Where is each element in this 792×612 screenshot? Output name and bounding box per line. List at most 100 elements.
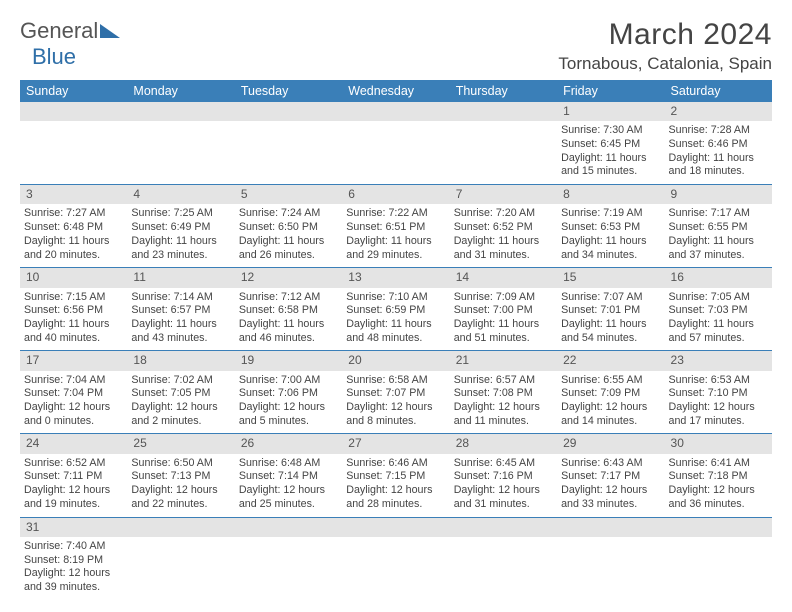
day-number-cell: 18 — [127, 351, 234, 371]
day2-text: and 5 minutes. — [239, 415, 338, 429]
day2-text: and 51 minutes. — [454, 332, 553, 346]
day-data-cell — [450, 121, 557, 184]
sunrise-text: Sunrise: 7:17 AM — [669, 207, 768, 221]
sunrise-text: Sunrise: 7:25 AM — [131, 207, 230, 221]
day-number-row: 17181920212223 — [20, 351, 772, 371]
day-number-row: 31 — [20, 517, 772, 537]
sunrise-text: Sunrise: 7:04 AM — [24, 374, 123, 388]
day2-text: and 2 minutes. — [131, 415, 230, 429]
day-data-cell: Sunrise: 6:55 AMSunset: 7:09 PMDaylight:… — [557, 371, 664, 434]
sunset-text: Sunset: 7:17 PM — [561, 470, 660, 484]
day-data-cell: Sunrise: 6:52 AMSunset: 7:11 PMDaylight:… — [20, 454, 127, 517]
sunset-text: Sunset: 7:08 PM — [454, 387, 553, 401]
calendar-table: Sunday Monday Tuesday Wednesday Thursday… — [20, 80, 772, 600]
day2-text: and 26 minutes. — [239, 249, 338, 263]
day-number-cell — [235, 517, 342, 537]
sunset-text: Sunset: 6:57 PM — [131, 304, 230, 318]
sunset-text: Sunset: 7:04 PM — [24, 387, 123, 401]
day-number-cell — [342, 102, 449, 121]
day-number-cell — [20, 102, 127, 121]
day-data-cell: Sunrise: 6:58 AMSunset: 7:07 PMDaylight:… — [342, 371, 449, 434]
sunset-text: Sunset: 7:07 PM — [346, 387, 445, 401]
sunrise-text: Sunrise: 7:02 AM — [131, 374, 230, 388]
day2-text: and 40 minutes. — [24, 332, 123, 346]
sunset-text: Sunset: 6:53 PM — [561, 221, 660, 235]
weekday-header: Monday — [127, 80, 234, 102]
day-data-cell: Sunrise: 6:53 AMSunset: 7:10 PMDaylight:… — [665, 371, 772, 434]
day2-text: and 0 minutes. — [24, 415, 123, 429]
day-data-cell: Sunrise: 7:40 AMSunset: 8:19 PMDaylight:… — [20, 537, 127, 600]
day1-text: Daylight: 11 hours — [454, 318, 553, 332]
day-number-cell: 10 — [20, 268, 127, 288]
sunrise-text: Sunrise: 7:30 AM — [561, 124, 660, 138]
day-number-cell — [127, 517, 234, 537]
day2-text: and 18 minutes. — [669, 165, 768, 179]
day-data-cell: Sunrise: 6:45 AMSunset: 7:16 PMDaylight:… — [450, 454, 557, 517]
day2-text: and 54 minutes. — [561, 332, 660, 346]
sunrise-text: Sunrise: 7:27 AM — [24, 207, 123, 221]
day2-text: and 17 minutes. — [669, 415, 768, 429]
location-subtitle: Tornabous, Catalonia, Spain — [558, 54, 772, 74]
day1-text: Daylight: 11 hours — [669, 152, 768, 166]
day-number-cell: 12 — [235, 268, 342, 288]
day-number-cell: 9 — [665, 185, 772, 205]
day1-text: Daylight: 11 hours — [561, 318, 660, 332]
day-data-cell — [342, 121, 449, 184]
sunrise-text: Sunrise: 7:07 AM — [561, 291, 660, 305]
sunrise-text: Sunrise: 7:10 AM — [346, 291, 445, 305]
day2-text: and 34 minutes. — [561, 249, 660, 263]
day-number-cell — [450, 517, 557, 537]
day-number-cell: 23 — [665, 351, 772, 371]
day-data-cell — [20, 121, 127, 184]
weekday-header: Saturday — [665, 80, 772, 102]
day-number-cell: 1 — [557, 102, 664, 121]
sunrise-text: Sunrise: 7:14 AM — [131, 291, 230, 305]
day-number-cell — [450, 102, 557, 121]
day1-text: Daylight: 11 hours — [454, 235, 553, 249]
day1-text: Daylight: 11 hours — [131, 318, 230, 332]
sunrise-text: Sunrise: 6:45 AM — [454, 457, 553, 471]
day2-text: and 19 minutes. — [24, 498, 123, 512]
day1-text: Daylight: 11 hours — [239, 318, 338, 332]
day1-text: Daylight: 11 hours — [669, 318, 768, 332]
day-number-cell: 15 — [557, 268, 664, 288]
day-data-cell: Sunrise: 7:28 AMSunset: 6:46 PMDaylight:… — [665, 121, 772, 184]
sunset-text: Sunset: 7:09 PM — [561, 387, 660, 401]
sunset-text: Sunset: 8:19 PM — [24, 554, 123, 568]
day2-text: and 31 minutes. — [454, 249, 553, 263]
day-data-cell: Sunrise: 7:24 AMSunset: 6:50 PMDaylight:… — [235, 204, 342, 267]
sunset-text: Sunset: 7:13 PM — [131, 470, 230, 484]
day-number-cell: 19 — [235, 351, 342, 371]
day-data-cell — [450, 537, 557, 600]
day-data-row: Sunrise: 6:52 AMSunset: 7:11 PMDaylight:… — [20, 454, 772, 517]
day-data-cell — [557, 537, 664, 600]
sunset-text: Sunset: 6:50 PM — [239, 221, 338, 235]
sunrise-text: Sunrise: 7:05 AM — [669, 291, 768, 305]
day1-text: Daylight: 12 hours — [346, 484, 445, 498]
sunset-text: Sunset: 6:58 PM — [239, 304, 338, 318]
day-data-cell: Sunrise: 7:10 AMSunset: 6:59 PMDaylight:… — [342, 288, 449, 351]
sunrise-text: Sunrise: 6:41 AM — [669, 457, 768, 471]
day1-text: Daylight: 12 hours — [239, 484, 338, 498]
day-data-cell: Sunrise: 7:19 AMSunset: 6:53 PMDaylight:… — [557, 204, 664, 267]
day-data-cell: Sunrise: 7:30 AMSunset: 6:45 PMDaylight:… — [557, 121, 664, 184]
brand-triangle-icon — [100, 18, 120, 44]
sunset-text: Sunset: 7:05 PM — [131, 387, 230, 401]
sunset-text: Sunset: 7:06 PM — [239, 387, 338, 401]
brand-part1: General — [20, 18, 98, 44]
day-data-row: Sunrise: 7:04 AMSunset: 7:04 PM Daylight:… — [20, 371, 772, 434]
sunrise-text: Sunrise: 7:19 AM — [561, 207, 660, 221]
day2-text: and 57 minutes. — [669, 332, 768, 346]
day-number-cell — [235, 102, 342, 121]
day-data-row: Sunrise: 7:40 AMSunset: 8:19 PMDaylight:… — [20, 537, 772, 600]
day1-text: Daylight: 11 hours — [561, 235, 660, 249]
day1-text: Daylight: 11 hours — [24, 235, 123, 249]
day-number-cell: 13 — [342, 268, 449, 288]
day1-text: Daylight: 12 hours — [561, 401, 660, 415]
day1-text: Daylight: 12 hours — [131, 484, 230, 498]
day-number-cell: 17 — [20, 351, 127, 371]
day-data-cell: Sunrise: 6:41 AMSunset: 7:18 PMDaylight:… — [665, 454, 772, 517]
day-data-cell: Sunrise: 6:46 AMSunset: 7:15 PMDaylight:… — [342, 454, 449, 517]
day2-text: and 22 minutes. — [131, 498, 230, 512]
day-data-cell: Sunrise: 7:02 AMSunset: 7:05 PMDaylight:… — [127, 371, 234, 434]
